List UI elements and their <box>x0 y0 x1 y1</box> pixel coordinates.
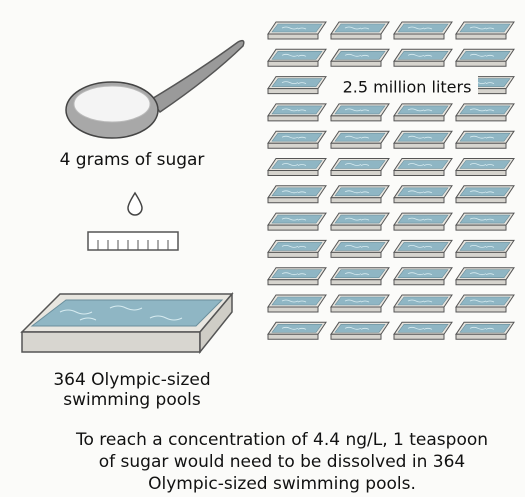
small-pool <box>456 240 514 257</box>
infographic: 4 grams of sugar 364 Olympic-sized swimm… <box>0 0 525 497</box>
small-pool <box>394 22 452 39</box>
small-pool <box>394 159 452 176</box>
small-pool <box>268 213 326 230</box>
small-pool <box>268 240 326 257</box>
page: 4 grams of sugar 364 Olympic-sized swimm… <box>0 0 525 497</box>
big-pool <box>22 294 232 352</box>
caption: of sugar would need to be dissolved in 3… <box>99 452 465 472</box>
small-pool <box>268 295 326 312</box>
small-pool <box>456 186 514 203</box>
small-pool <box>456 322 514 339</box>
sugar-label: 4 grams of sugar <box>60 150 205 170</box>
small-pool <box>331 49 389 66</box>
small-pool <box>331 186 389 203</box>
small-pool <box>456 49 514 66</box>
small-pool <box>331 104 389 121</box>
small-pool <box>331 240 389 257</box>
small-pool <box>331 295 389 312</box>
caption: Olympic-sized swimming pools. <box>148 474 416 494</box>
pools-label: 364 Olympic-sized <box>53 370 210 390</box>
small-pool <box>394 186 452 203</box>
small-pool <box>268 22 326 39</box>
volume-label: 2.5 million liters <box>343 78 472 97</box>
small-pool <box>331 131 389 148</box>
small-pool <box>456 22 514 39</box>
small-pool <box>394 240 452 257</box>
small-pool <box>268 268 326 285</box>
small-pool <box>394 131 452 148</box>
small-pool <box>331 268 389 285</box>
ruler <box>88 232 178 250</box>
small-pool <box>394 322 452 339</box>
small-pool <box>268 159 326 176</box>
pools-label: swimming pools <box>63 390 201 410</box>
small-pool <box>456 268 514 285</box>
small-pool <box>268 49 326 66</box>
small-pool <box>268 104 326 121</box>
small-pool <box>456 159 514 176</box>
small-pool <box>268 322 326 339</box>
small-pool <box>394 104 452 121</box>
small-pool <box>456 213 514 230</box>
caption: To reach a concentration of 4.4 ng/L, 1 … <box>75 430 488 450</box>
small-pool <box>331 159 389 176</box>
small-pool <box>394 49 452 66</box>
small-pool <box>268 186 326 203</box>
small-pool <box>331 322 389 339</box>
small-pool <box>394 213 452 230</box>
small-pool <box>394 295 452 312</box>
small-pool <box>394 268 452 285</box>
small-pool <box>331 213 389 230</box>
small-pool <box>456 104 514 121</box>
small-pool <box>268 131 326 148</box>
small-pool <box>456 131 514 148</box>
small-pool <box>268 77 326 94</box>
small-pool <box>456 295 514 312</box>
small-pool <box>331 22 389 39</box>
